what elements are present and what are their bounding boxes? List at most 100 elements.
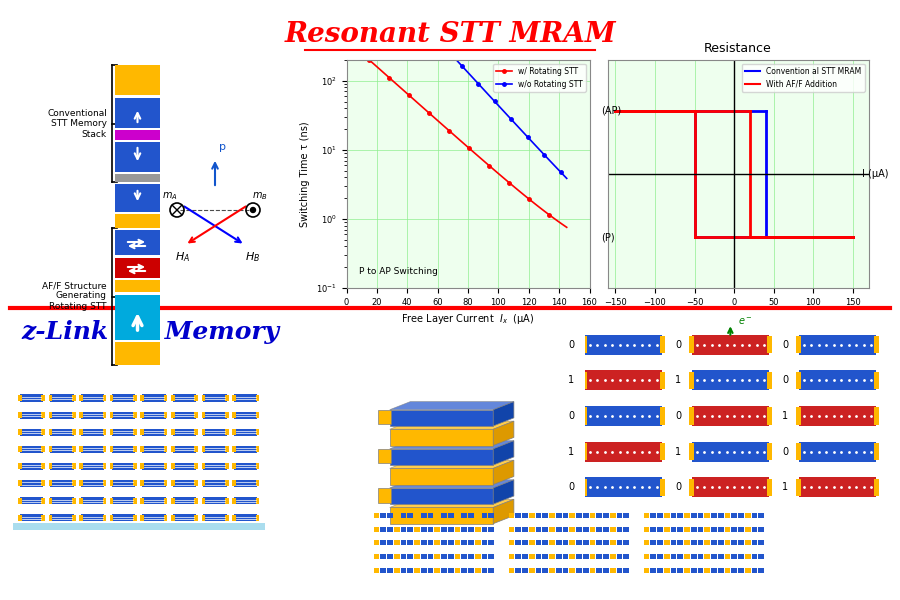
Bar	[400, 541, 406, 545]
Polygon shape	[390, 429, 493, 446]
Bar	[624, 541, 629, 545]
Bar	[20, 514, 43, 521]
Bar	[202, 395, 205, 401]
Bar	[724, 554, 730, 559]
Bar	[164, 515, 167, 521]
Bar	[79, 429, 83, 435]
Bar	[644, 568, 649, 573]
Polygon shape	[493, 499, 514, 524]
Bar	[394, 568, 400, 573]
Bar	[435, 513, 440, 518]
Bar	[516, 568, 521, 573]
Polygon shape	[390, 460, 514, 469]
Bar	[562, 554, 568, 559]
Bar	[745, 541, 751, 545]
Bar	[387, 554, 392, 559]
Bar	[691, 541, 697, 545]
Bar	[462, 568, 467, 573]
Bar	[133, 463, 137, 469]
Text: $m_B$: $m_B$	[252, 190, 268, 202]
Bar	[724, 527, 730, 532]
Bar	[670, 513, 676, 518]
Bar	[583, 541, 589, 545]
Text: 0: 0	[675, 340, 681, 350]
Text: 0: 0	[568, 340, 574, 350]
Bar	[79, 515, 83, 521]
Bar	[79, 497, 83, 503]
Bar	[435, 541, 440, 545]
Bar	[72, 446, 76, 452]
Polygon shape	[390, 401, 514, 410]
Bar	[799, 370, 876, 391]
Text: P to AP Switching: P to AP Switching	[358, 267, 437, 276]
w/o Rotating STT	[471, 78, 482, 85]
Bar	[767, 443, 771, 460]
Bar	[799, 335, 876, 355]
Bar	[670, 541, 676, 545]
Bar	[41, 497, 45, 503]
Polygon shape	[390, 488, 493, 504]
Bar	[660, 407, 664, 425]
Bar	[718, 527, 724, 532]
Bar	[585, 370, 662, 391]
Bar	[874, 372, 878, 389]
Bar	[556, 541, 562, 545]
Bar	[624, 568, 629, 573]
Bar	[610, 541, 616, 545]
Bar	[684, 541, 689, 545]
Bar	[378, 449, 392, 463]
Bar	[256, 412, 259, 418]
Bar	[516, 527, 521, 532]
Bar	[536, 513, 541, 518]
Bar	[556, 513, 562, 518]
Line: w/o Rotating STT: w/o Rotating STT	[444, 46, 569, 180]
Bar	[549, 527, 554, 532]
Bar	[657, 568, 662, 573]
Bar	[603, 527, 608, 532]
Bar	[115, 65, 160, 95]
Bar	[689, 479, 694, 496]
Bar	[576, 541, 581, 545]
Bar	[387, 541, 392, 545]
Bar	[745, 513, 751, 518]
Bar	[202, 515, 205, 521]
Polygon shape	[493, 401, 514, 426]
Bar	[203, 412, 227, 419]
Title: Resistance: Resistance	[704, 41, 772, 55]
Bar	[644, 513, 649, 518]
Bar	[670, 568, 676, 573]
Bar	[664, 527, 670, 532]
Bar	[414, 541, 419, 545]
Bar	[232, 429, 236, 435]
Bar	[414, 527, 419, 532]
Bar	[435, 554, 440, 559]
Bar	[689, 336, 694, 353]
Bar	[616, 527, 622, 532]
Polygon shape	[493, 480, 514, 504]
Bar	[164, 481, 167, 487]
Bar	[50, 428, 74, 436]
w/ Rotating STT	[452, 134, 463, 141]
Bar	[718, 568, 724, 573]
Bar	[140, 481, 144, 487]
Bar	[610, 554, 616, 559]
Bar	[41, 463, 45, 469]
Bar	[234, 463, 257, 470]
Bar	[115, 295, 160, 340]
Bar	[874, 479, 878, 496]
Bar	[394, 541, 400, 545]
Bar	[72, 515, 76, 521]
w/ Rotating STT	[484, 162, 495, 169]
Bar	[692, 406, 769, 426]
Bar	[468, 541, 473, 545]
Bar	[698, 541, 703, 545]
Bar	[202, 412, 205, 418]
Legend: Convention al STT MRAM, With AF/F Addition: Convention al STT MRAM, With AF/F Additi…	[742, 64, 865, 92]
Bar	[549, 513, 554, 518]
Bar	[203, 446, 227, 453]
Bar	[232, 515, 236, 521]
Text: 1: 1	[675, 376, 681, 385]
Bar	[115, 184, 160, 212]
Bar	[745, 554, 751, 559]
Bar	[752, 527, 757, 532]
